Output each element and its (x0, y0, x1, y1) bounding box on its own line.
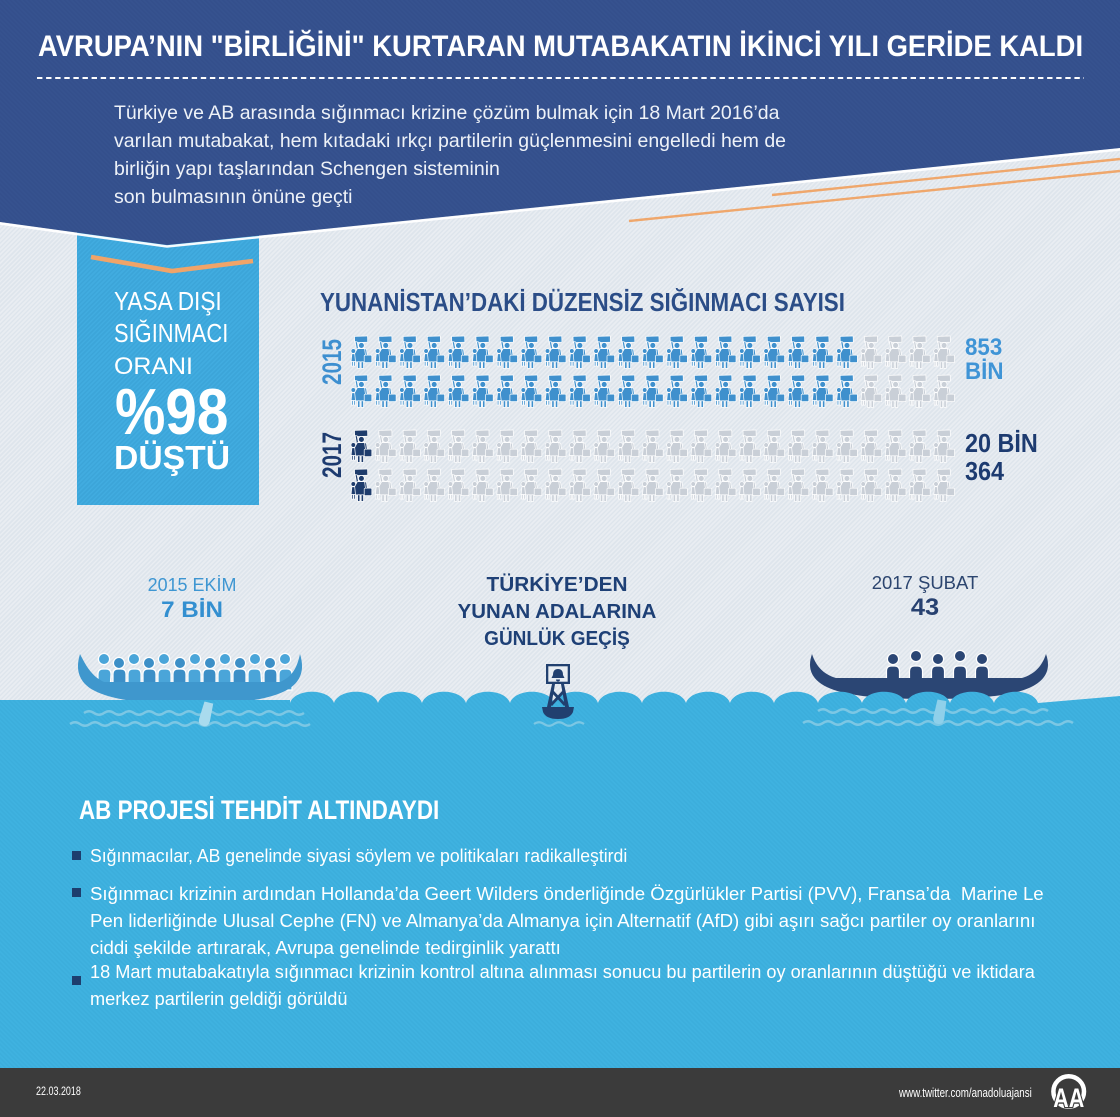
svg-text:AA: AA (1053, 1083, 1084, 1113)
